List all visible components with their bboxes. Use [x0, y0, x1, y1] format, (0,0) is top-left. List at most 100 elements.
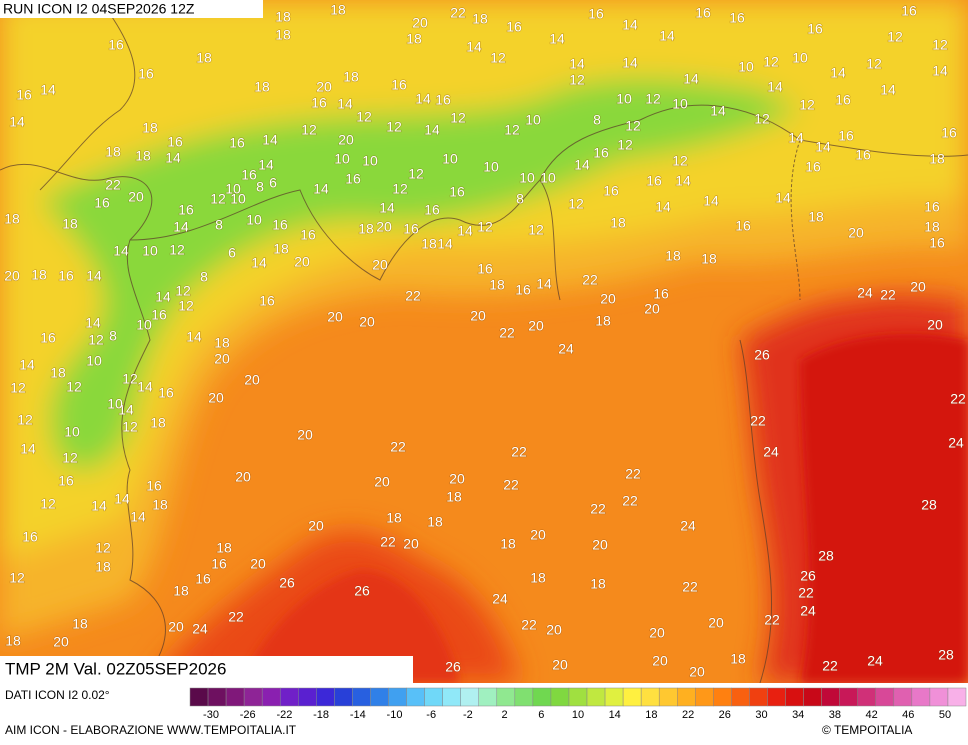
temperature-label: 14: [313, 181, 329, 197]
temperature-label: 12: [9, 570, 25, 586]
temperature-label: 16: [178, 202, 194, 218]
temperature-label: 22: [380, 534, 396, 550]
temperature-label: 20: [338, 132, 354, 148]
temperature-label: 28: [818, 548, 834, 564]
scale-swatch: [604, 687, 624, 707]
header-box: [0, 0, 263, 18]
temperature-label: 14: [118, 402, 134, 418]
temperature-label: 18: [135, 148, 151, 164]
temperature-label: 14: [574, 157, 590, 173]
temperature-label: 18: [72, 616, 88, 632]
temperature-label: 18: [929, 151, 945, 167]
temperature-label: 18: [152, 497, 168, 513]
panel-title: TMP 2M Val. 02Z05SEP2026: [5, 659, 226, 678]
temperature-label: 14: [85, 315, 101, 331]
temperature-label: 20: [374, 474, 390, 490]
temperature-label: 12: [386, 119, 402, 135]
temperature-label: 18: [62, 216, 78, 232]
run-header: RUN ICON I2 04SEP2026 12Z: [3, 1, 195, 17]
temperature-label: 8: [593, 112, 601, 128]
temperature-label: 22: [521, 617, 537, 633]
temperature-label: 8: [200, 269, 208, 285]
temperature-label: 12: [477, 219, 493, 235]
temperature-label: 24: [680, 518, 696, 534]
scale-swatch: [207, 687, 227, 707]
temperature-label: 10: [136, 317, 152, 333]
temperature-label: 18: [590, 576, 606, 592]
temperature-label: 22: [405, 288, 421, 304]
temperature-label: 18: [275, 9, 291, 25]
temperature-label: 18: [406, 31, 422, 47]
scale-label: -2: [463, 709, 473, 721]
temperature-label: 20: [530, 527, 546, 543]
scale-label: -26: [240, 709, 256, 721]
temperature-label: 14: [536, 276, 552, 292]
temperature-label: 14: [262, 132, 278, 148]
temperature-label: 22: [450, 5, 466, 21]
temperature-label: 18: [530, 570, 546, 586]
temperature-label: 16: [449, 184, 465, 200]
temperature-label: 14: [815, 139, 831, 155]
temperature-label: 16: [901, 3, 917, 19]
temperature-label: 20: [449, 471, 465, 487]
temperature-label: 10: [519, 170, 535, 186]
temperature-label: 10: [246, 212, 262, 228]
temperature-label: 20: [927, 317, 943, 333]
temperature-label: 16: [735, 218, 751, 234]
temperature-label: 14: [569, 56, 585, 72]
temperature-label: 10: [616, 91, 632, 107]
temperature-label: 12: [568, 196, 584, 212]
temperature-label: 16: [506, 19, 522, 35]
temperature-label: 12: [569, 72, 585, 88]
scale-swatch: [713, 687, 732, 707]
scale-swatch: [695, 687, 714, 707]
scale-label: 30: [755, 709, 767, 721]
temperature-label: 12: [88, 332, 104, 348]
temperature-label: 20: [592, 537, 608, 553]
scale-label: -10: [387, 709, 403, 721]
temperature-label: 22: [503, 477, 519, 493]
temperature-label: 18: [386, 510, 402, 526]
temperature-label: 26: [754, 347, 770, 363]
temperature-label: 16: [211, 556, 227, 572]
temperature-label: 20: [552, 657, 568, 673]
scale-label: -18: [313, 709, 329, 721]
temperature-label: 18: [216, 540, 232, 556]
temperature-label: 16: [653, 286, 669, 302]
scale-swatch: [243, 687, 263, 707]
temperature-label: 16: [729, 10, 745, 26]
temperature-label: 12: [866, 56, 882, 72]
temperature-label: 14: [549, 31, 565, 47]
temperature-label: 24: [800, 603, 816, 619]
temperature-label: 20: [649, 625, 665, 641]
temperature-label: 24: [857, 285, 873, 301]
temperature-label: 12: [617, 137, 633, 153]
temperature-label: 16: [588, 6, 604, 22]
temperature-label: 20: [128, 189, 144, 205]
temperature-label: 20: [4, 268, 20, 284]
temperature-label: 20: [528, 318, 544, 334]
temperature-label: 16: [477, 261, 493, 277]
source-note: DATI ICON I2 0.02°: [5, 688, 110, 702]
color-scale: -30 -26 -22 -18 -14 -10 -6 -2 2 6 10 14 18 22 26 30 34 38…: [189, 687, 967, 721]
temperature-label: 16: [158, 385, 174, 401]
temperature-label: 14: [466, 39, 482, 55]
temperature-label: 20: [644, 301, 660, 317]
temperature-label: 18: [105, 144, 121, 160]
scale-label: 14: [609, 709, 621, 721]
scale-label: 2: [502, 709, 508, 721]
scale-swatch: [622, 687, 642, 707]
temperature-label: 16: [941, 125, 957, 141]
temperature-label: 20: [403, 536, 419, 552]
temperature-label: 14: [258, 157, 274, 173]
temperature-label: 16: [94, 195, 110, 211]
scale-swatch: [550, 687, 570, 707]
temperature-label: 20: [359, 314, 375, 330]
temperature-label: 18: [95, 559, 111, 575]
temperature-label: 20: [689, 664, 705, 680]
scale-swatch: [586, 687, 606, 707]
temperature-label: 22: [105, 177, 121, 193]
temperature-label: 18: [173, 583, 189, 599]
temperature-label: 16: [195, 571, 211, 587]
